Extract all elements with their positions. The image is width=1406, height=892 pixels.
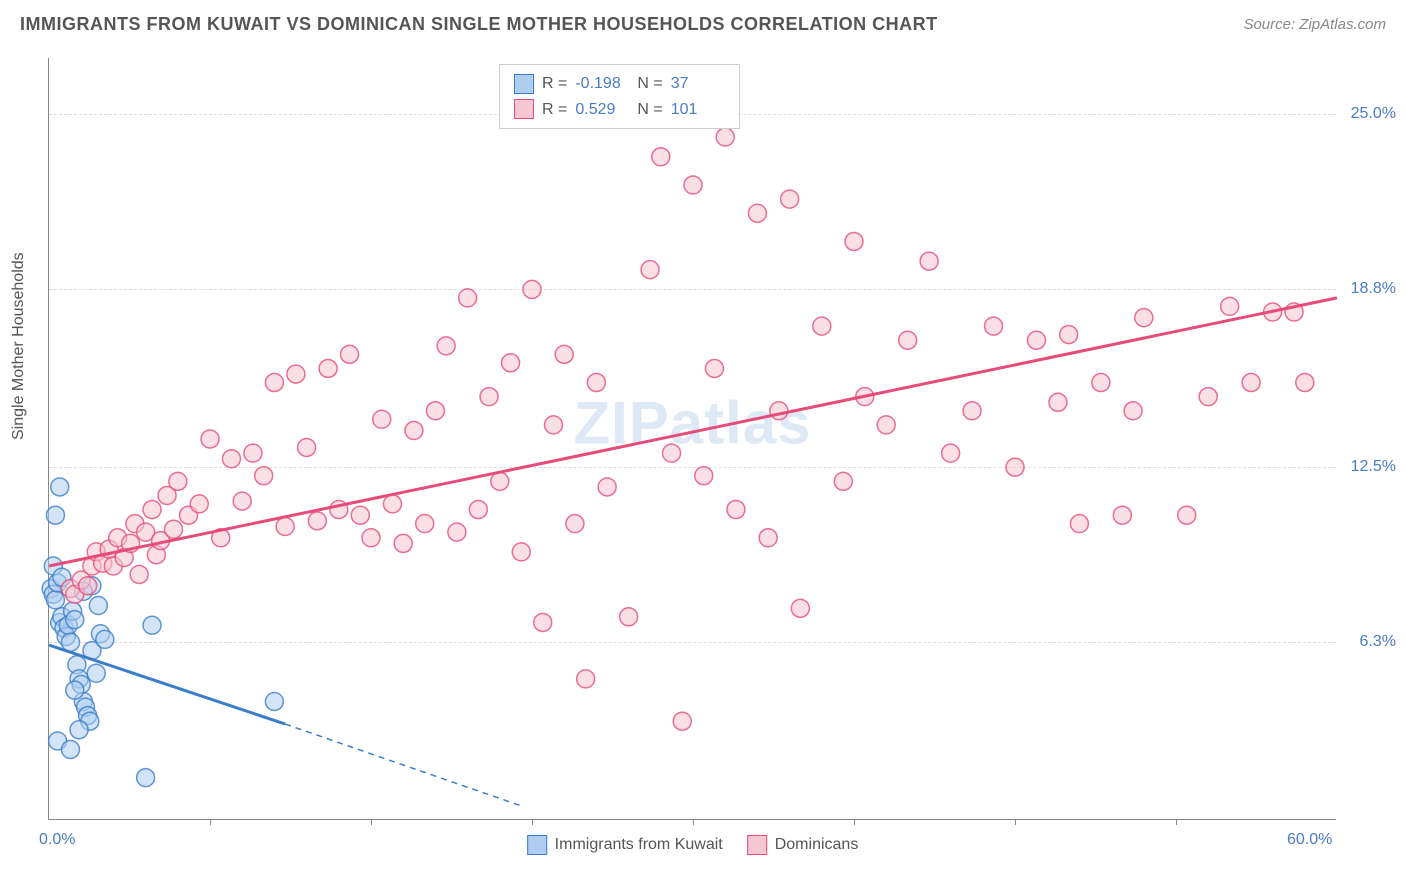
n-label: N = bbox=[637, 97, 662, 123]
series-label-dominicans: Dominicans bbox=[775, 836, 859, 854]
swatch-dominicans bbox=[514, 99, 534, 119]
y-axis-label: Single Mother Households bbox=[10, 252, 28, 440]
legend-item-dominicans: Dominicans bbox=[747, 835, 859, 855]
swatch-dominicans bbox=[747, 835, 767, 855]
r-value-kuwait: -0.198 bbox=[575, 71, 629, 97]
scatter-plot-svg bbox=[49, 58, 1336, 819]
swatch-kuwait bbox=[527, 835, 547, 855]
x-tick-label: 0.0% bbox=[39, 831, 75, 849]
y-tick-label: 6.3% bbox=[1360, 633, 1396, 651]
r-value-dominicans: 0.529 bbox=[575, 97, 629, 123]
legend-row-dominicans: R = 0.529 N = 101 bbox=[514, 97, 725, 123]
y-tick-label: 25.0% bbox=[1351, 105, 1396, 123]
legend-row-kuwait: R = -0.198 N = 37 bbox=[514, 71, 725, 97]
chart-plot-area: ZIPatlas 6.3%12.5%18.8%25.0%0.0%60.0% R … bbox=[48, 58, 1336, 820]
series-label-kuwait: Immigrants from Kuwait bbox=[555, 836, 723, 854]
y-tick-label: 12.5% bbox=[1351, 458, 1396, 476]
y-tick-label: 18.8% bbox=[1351, 280, 1396, 298]
source-credit: Source: ZipAtlas.com bbox=[1243, 16, 1386, 33]
n-label: N = bbox=[637, 71, 662, 97]
swatch-kuwait bbox=[514, 74, 534, 94]
r-label: R = bbox=[542, 71, 567, 97]
n-value-dominicans: 101 bbox=[671, 97, 725, 123]
correlation-legend: R = -0.198 N = 37 R = 0.529 N = 101 bbox=[499, 64, 740, 129]
chart-title: IMMIGRANTS FROM KUWAIT VS DOMINICAN SING… bbox=[20, 14, 938, 35]
series-legend: Immigrants from Kuwait Dominicans bbox=[527, 835, 859, 855]
legend-item-kuwait: Immigrants from Kuwait bbox=[527, 835, 723, 855]
n-value-kuwait: 37 bbox=[671, 71, 725, 97]
r-label: R = bbox=[542, 97, 567, 123]
x-tick-label: 60.0% bbox=[1287, 831, 1332, 849]
